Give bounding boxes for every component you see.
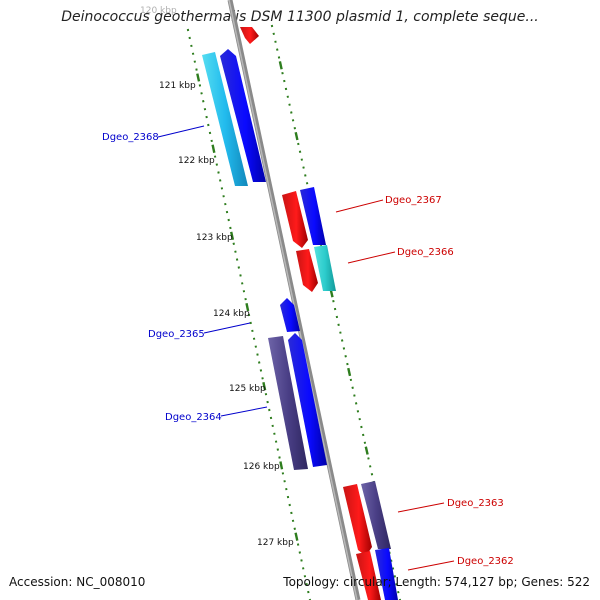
minor-tick [234,250,237,253]
gene-dgeo-2368-blue[interactable] [220,49,266,182]
gene-label-dgeo-2363[interactable]: Dgeo_2363 [447,498,504,509]
gene-dgeo-2367-blue[interactable] [300,187,326,245]
minor-tick [272,32,275,36]
gene-dgeo-2365-blue[interactable] [280,298,300,332]
minor-tick [288,103,291,106]
major-tick [262,382,267,391]
major-tick [196,73,201,82]
gene-label-dgeo-2365[interactable]: Dgeo_2365 [148,329,205,340]
map-title: Deinococcus geothermalis DSM 11300 plasm… [61,9,539,25]
minor-tick [203,107,207,111]
gene-dgeo-2363-slate[interactable] [361,481,391,549]
gene-features [202,27,398,600]
major-tick [211,144,216,153]
minor-tick [351,386,354,389]
callout-line-dgeo-2365 [203,322,251,334]
callout-line-dgeo-2368 [157,125,205,138]
gene-dgeo-2362-red[interactable] [356,551,381,600]
tick-label: 120 kbp [140,6,177,16]
gene-arrow-top[interactable] [240,27,259,44]
minor-tick [340,339,344,342]
gene-label-dgeo-2364[interactable]: Dgeo_2364 [165,412,222,423]
minor-tick [393,575,396,578]
gene-label-dgeo-2367[interactable]: Dgeo_2367 [385,195,442,206]
tick-label: 121 kbp [159,81,196,91]
gene-label-dgeo-2366[interactable]: Dgeo_2366 [397,247,454,258]
minor-tick [390,559,393,562]
gene-dgeo-2364-slate[interactable] [268,336,308,470]
minor-tick [367,457,370,460]
tick-label: 127 kbp [257,538,294,548]
minor-tick [344,355,347,358]
topology-text: Topology: circular; Length: 574,127 bp; … [283,575,590,589]
major-tick [245,302,250,312]
tick-label: 126 kbp [243,462,280,472]
callout-line-dgeo-2364 [220,406,268,417]
minor-tick [232,242,235,245]
callout-line-dgeo-2362 [407,560,455,571]
gene-label-dgeo-2362[interactable]: Dgeo_2362 [457,556,514,567]
gene-dgeo-2366-teal[interactable] [314,245,336,291]
gene-callouts: Dgeo_2368 Dgeo_2367 Dgeo_2366 Dgeo_2365 … [102,125,514,571]
tick-label: 123 kbp [196,233,233,243]
major-tick [230,231,235,240]
kbp-labels: 120 kbp 121 kbp 122 kbp 123 kbp 124 kbp … [140,6,294,548]
major-tick [364,446,369,455]
gene-dgeo-2362-blue[interactable] [375,548,398,600]
minor-tick [291,519,295,523]
gene-label-dgeo-2368[interactable]: Dgeo_2368 [102,132,159,143]
minor-tick [261,377,264,380]
major-tick [347,367,352,377]
gene-dgeo-2364-blue[interactable] [288,333,327,467]
callout-line-dgeo-2366 [347,251,396,264]
minor-tick [370,472,374,476]
accession-text: Accession: NC_008010 [9,575,146,589]
minor-tick [200,92,203,95]
major-tick [278,61,283,70]
major-tick [279,461,284,470]
major-tick [294,532,299,541]
tick-label: 122 kbp [178,156,215,166]
minor-tick [291,119,295,122]
backbone-line [227,0,361,600]
tick-label: 125 kbp [229,384,266,394]
minor-tick [397,590,400,594]
minor-tick [354,402,358,405]
minor-tick [302,166,305,169]
callout-line-dgeo-2367 [335,199,384,213]
major-tick [294,131,299,141]
minor-tick [298,150,302,154]
gene-dgeo-2363-red[interactable] [343,484,372,556]
minor-tick [293,527,296,530]
minor-tick [276,48,279,51]
gene-dgeo-2366-red[interactable] [296,249,318,292]
callout-line-dgeo-2363 [397,502,445,513]
backbone-highlight [228,0,358,600]
minor-tick [264,392,268,396]
minor-tick [202,100,205,103]
tick-label: 124 kbp [213,309,250,319]
gene-dgeo-2368-cyan[interactable] [202,52,248,186]
gene-dgeo-2367-red[interactable] [282,191,308,248]
